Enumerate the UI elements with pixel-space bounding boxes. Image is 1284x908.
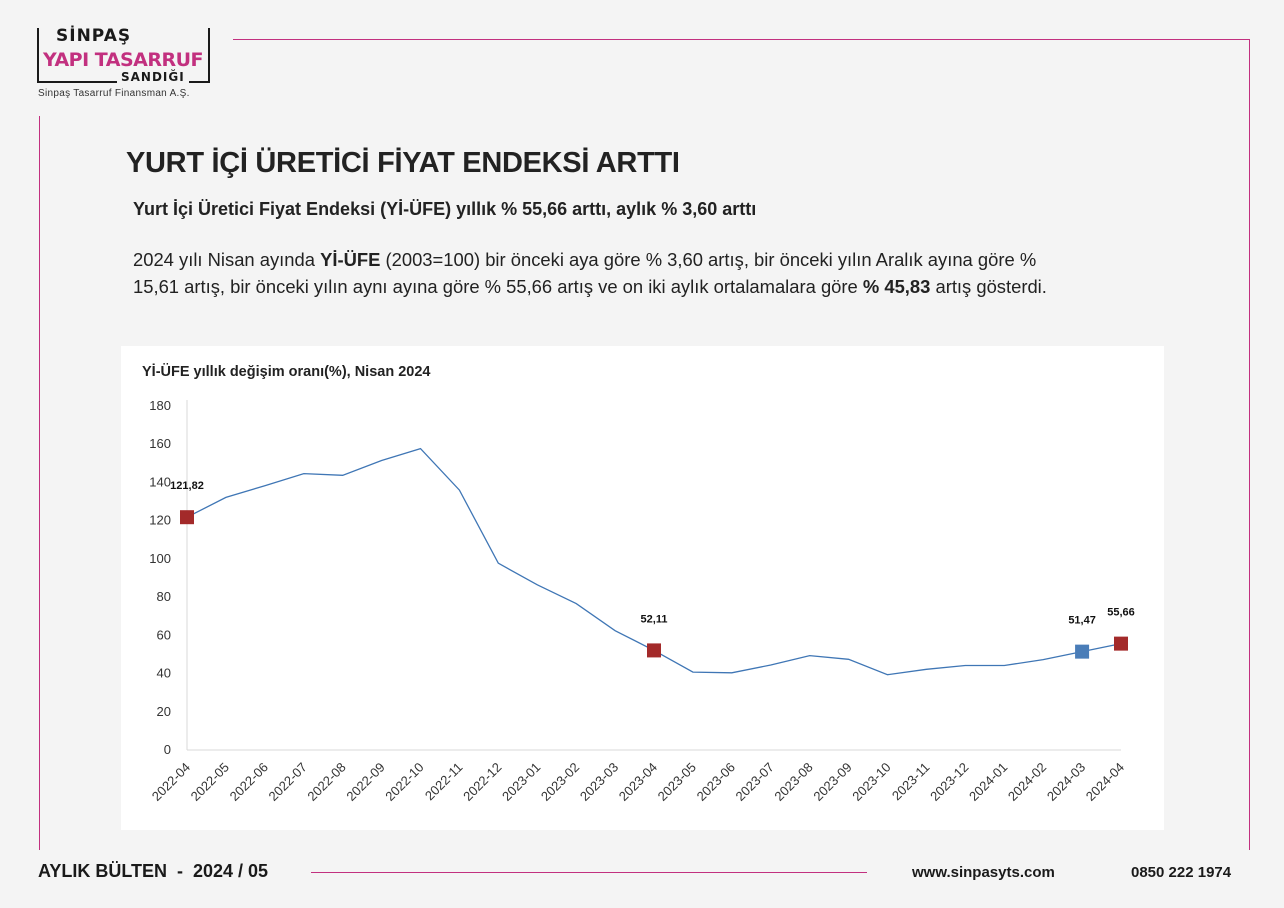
y-tick-label: 40 [157, 666, 171, 681]
data-label: 55,66 [1107, 607, 1135, 619]
data-label: 52,11 [641, 613, 668, 625]
footer-divider [311, 872, 867, 873]
para-text-2: (2003=100) bir önceki aya göre % 3,60 ar… [133, 249, 1037, 297]
article-paragraph: 2024 yılı Nisan ayında Yİ-ÜFE (2003=100)… [133, 247, 1083, 300]
x-tick-label: 2022-05 [188, 760, 232, 804]
x-tick-label: 2024-01 [966, 760, 1010, 804]
y-tick-label: 80 [157, 589, 171, 604]
para-text-1: 2024 yılı Nisan ayında [133, 249, 321, 270]
x-tick-label: 2022-12 [460, 760, 504, 804]
article-subtitle: Yurt İçi Üretici Fiyat Endeksi (Yİ-ÜFE) … [133, 199, 757, 219]
x-tick-label: 2024-02 [1005, 760, 1049, 804]
x-tick-label: 2023-12 [927, 760, 971, 804]
x-tick-label: 2022-04 [149, 760, 193, 804]
page-title: YURT İÇİ ÜRETİCİ FİYAT ENDEKSİ ARTTI [126, 147, 680, 179]
frame-top-line [233, 39, 1250, 40]
data-marker [1075, 644, 1090, 659]
data-label: 51,47 [1068, 615, 1096, 627]
y-tick-label: 60 [157, 627, 171, 642]
x-tick-label: 2022-06 [227, 760, 271, 804]
series-line [186, 447, 1122, 676]
x-tick-label: 2023-11 [889, 760, 933, 804]
x-tick-label: 2022-08 [304, 760, 348, 804]
x-tick-label: 2023-04 [616, 760, 660, 804]
y-tick-label: 20 [157, 704, 171, 719]
phone-number: 0850 222 1974 [1131, 864, 1232, 881]
x-tick-label: 2023-05 [655, 760, 699, 804]
para-bold-yiufe: Yİ-ÜFE [320, 249, 381, 270]
x-tick-label: 2023-09 [810, 760, 854, 804]
x-tick-label: 2023-03 [577, 760, 621, 804]
data-marker [1114, 636, 1128, 651]
website-link[interactable]: www.sinpasyts.com [912, 864, 1055, 881]
x-tick-label: 2022-07 [266, 760, 310, 804]
frame-right-line [1249, 39, 1250, 850]
sinpas-logo: SİNPAŞ YAPI TASARRUF SANDIĞI Sinpaş Tasa… [37, 26, 217, 100]
x-tick-label: 2023-07 [733, 760, 777, 804]
bulletin-label: AYLIK BÜLTEN - 2024 / 05 [38, 861, 269, 881]
x-tick-label: 2023-06 [694, 760, 738, 804]
chart-card: Yİ-ÜFE yıllık değişim oranı(%), Nisan 20… [121, 346, 1164, 830]
logo-brand-main: YAPI TASARRUF [43, 49, 204, 71]
para-bold-rate: % 45,83 [862, 275, 931, 297]
x-tick-label: 2023-02 [538, 760, 582, 804]
y-tick-label: 140 [149, 474, 171, 489]
line-chart: 0204060801001201401601802022-042022-0520… [149, 398, 1135, 804]
x-tick-label: 2023-08 [771, 760, 815, 804]
frame-left-line [39, 116, 40, 850]
chart-title: Yİ-ÜFE yıllık değişim oranı(%), Nisan 20… [142, 364, 431, 380]
para-text-3: artış gösterdi. [930, 275, 1047, 297]
logo-brand-bottom: SANDIĞI [117, 70, 189, 84]
x-tick-label: 2023-01 [499, 760, 543, 804]
y-tick-label: 100 [149, 551, 171, 566]
x-tick-label: 2024-03 [1044, 760, 1088, 804]
x-tick-label: 2023-10 [849, 760, 893, 804]
y-tick-label: 180 [149, 398, 171, 413]
data-marker [180, 510, 194, 525]
y-tick-label: 0 [164, 742, 171, 757]
x-tick-label: 2022-11 [422, 760, 466, 804]
data-marker [647, 643, 661, 658]
logo-brand-top: SİNPAŞ [50, 26, 138, 46]
x-tick-label: 2024-04 [1083, 760, 1127, 804]
logo-company-name: Sinpaş Tasarruf Finansman A.Ş. [38, 88, 190, 99]
y-tick-label: 160 [149, 436, 171, 451]
x-tick-label: 2022-10 [382, 760, 426, 804]
data-label: 121,82 [170, 480, 204, 492]
x-tick-label: 2022-09 [343, 760, 387, 804]
y-tick-label: 120 [149, 513, 171, 528]
